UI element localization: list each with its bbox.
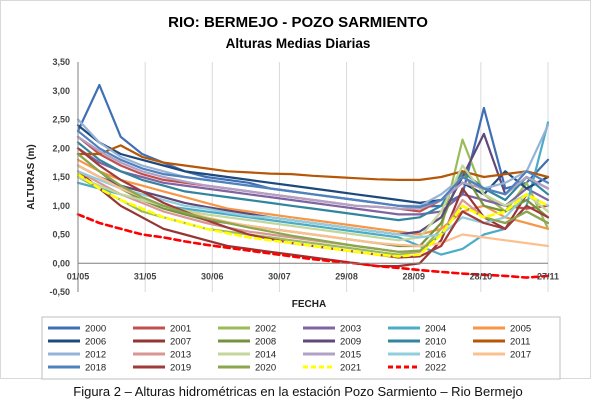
series-line-2015: [76, 135, 550, 210]
legend-label-2009: 2009: [340, 337, 361, 348]
legend-label-2001: 2001: [170, 324, 191, 335]
x-tick-label: 29/08: [335, 271, 358, 281]
series-line-2011: [76, 144, 550, 181]
series-line-2021: [76, 172, 550, 258]
legend-label-2022: 2022: [425, 363, 446, 374]
y-tick-label: 3,50: [52, 57, 70, 67]
legend-label-2013: 2013: [170, 350, 191, 361]
y-tick-label: 2,00: [52, 143, 70, 153]
series-line-2002: [76, 138, 550, 256]
y-tick-label: 3,00: [52, 86, 70, 96]
legend-label-2005: 2005: [510, 324, 531, 335]
y-tick-label: 0,50: [52, 230, 70, 240]
legend-label-2021: 2021: [340, 363, 361, 374]
series-lines: [76, 83, 550, 279]
y-tick-label: 0,00: [52, 258, 70, 268]
legend-label-2002: 2002: [255, 324, 276, 335]
legend-label-2011: 2011: [510, 337, 530, 348]
chart-title: RIO: BERMEJO - POZO SARMIENTO: [168, 14, 428, 31]
legend-label-2008: 2008: [255, 337, 276, 348]
legend-label-2020: 2020: [255, 363, 276, 374]
series-line-2013: [76, 170, 550, 253]
series-line-2003: [76, 147, 550, 216]
x-tick-label: 01/05: [67, 271, 90, 281]
x-tick-label: 31/05: [134, 271, 157, 281]
series-line-2006: [76, 124, 550, 204]
legend-label-2004: 2004: [425, 324, 446, 335]
chart: RIO: BERMEJO - POZO SARMIENTO Alturas Me…: [0, 0, 591, 380]
legend-label-2018: 2018: [85, 363, 106, 374]
y-tick-label: 2,50: [52, 115, 70, 125]
figure-caption: Figura 2 – Alturas hidrométricas en la e…: [73, 384, 523, 399]
legend-box: [41, 316, 561, 380]
y-tick-label: 1,00: [52, 201, 70, 211]
legend-label-2007: 2007: [170, 337, 191, 348]
legend-label-2003: 2003: [340, 324, 361, 335]
legend-label-2019: 2019: [170, 363, 191, 374]
x-tick-label: 28/10: [470, 271, 493, 281]
y-tick-labels: 3,50 3,00 2,50 2,00 1,50 1,00 0,50 0,00 -0,50: [49, 57, 70, 297]
series-line-2007: [76, 170, 550, 268]
legend-label-2015: 2015: [340, 350, 361, 361]
x-axis-title: FECHA: [292, 299, 326, 310]
y-tick-label: -0,50: [49, 287, 70, 297]
legend-label-2017: 2017: [510, 350, 531, 361]
legend: 2000 2001 2002 2003 2004 2005 2006 2007 2008 2009…: [41, 316, 561, 380]
y-tick-label: 1,50: [52, 172, 70, 182]
series-line-2010: [76, 141, 550, 222]
x-tick-label: 27/11: [537, 271, 559, 281]
x-tick-labels: 01/05 31/05 30/06 30/07 29/08 28/09 28/10 27/11: [67, 271, 559, 281]
legend-label-2012: 2012: [85, 350, 106, 361]
series-line-2022: [76, 213, 550, 279]
legend-label-2016: 2016: [425, 350, 446, 361]
x-tick-label: 30/07: [268, 271, 291, 281]
y-axis-title: ALTURAS (m): [26, 144, 37, 209]
series-line-2018: [76, 129, 550, 208]
legend-label-2006: 2006: [85, 337, 106, 348]
legend-label-2010: 2010: [425, 337, 446, 348]
x-tick-label: 28/09: [402, 271, 425, 281]
axes: [77, 62, 548, 292]
x-tick-label: 30/06: [201, 271, 224, 281]
chart-subtitle: Alturas Medias Diarias: [226, 36, 371, 51]
series-line-2019: [76, 147, 550, 259]
legend-label-2014: 2014: [255, 350, 276, 361]
legend-label-2000: 2000: [85, 324, 106, 335]
